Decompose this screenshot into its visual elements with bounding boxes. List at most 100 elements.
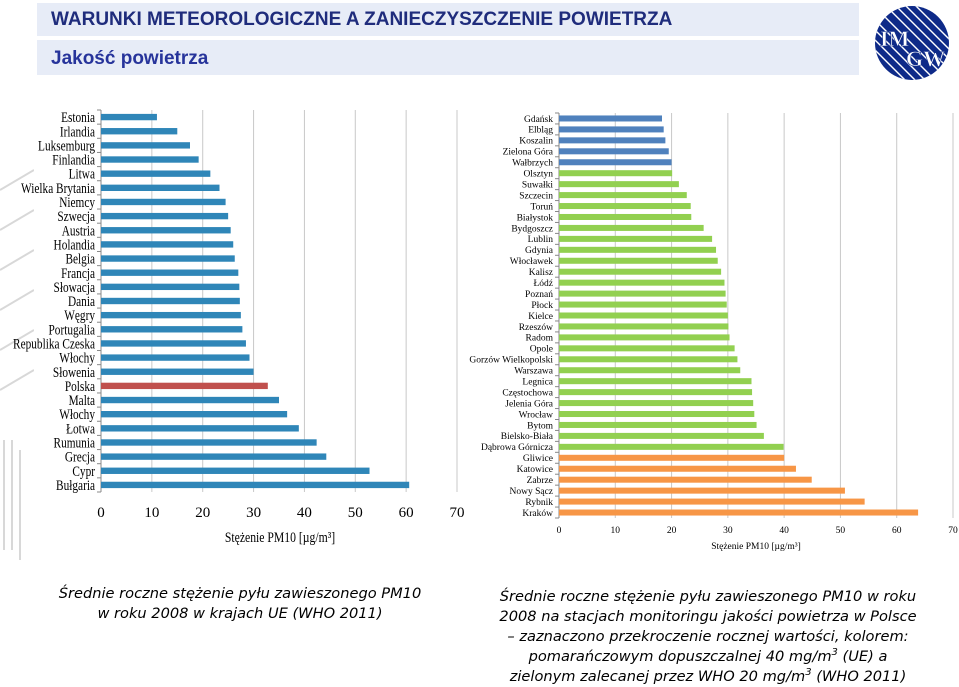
bar (559, 192, 687, 199)
category-label: Polska (65, 378, 95, 395)
category-label: Płock (531, 301, 553, 311)
x-tick-label: 70 (450, 505, 465, 521)
category-label: Cypr (72, 462, 95, 479)
category-label: Bułgaria (56, 477, 95, 494)
bar (559, 487, 845, 494)
category-label: Nowy Sącz (509, 487, 553, 497)
bar (559, 213, 692, 220)
category-label: Węgry (64, 307, 95, 324)
header-subtitle-bar: Jakość powietrza (37, 40, 859, 75)
bar (101, 453, 327, 460)
bar (559, 290, 726, 297)
category-label: Opole (530, 345, 553, 355)
category-label: Włocławek (510, 257, 554, 267)
category-label: Malta (69, 392, 96, 409)
bar (101, 142, 190, 149)
bar (559, 257, 718, 264)
category-label: Dąbrowa Górnicza (481, 443, 554, 453)
category-label: Gliwice (523, 454, 553, 464)
category-label: Lublin (528, 235, 554, 245)
bar (559, 115, 663, 122)
header-title-bar: WARUNKI METEOROLOGICZNE A ZANIECZYSZCZEN… (37, 3, 859, 36)
bar (559, 498, 865, 505)
category-label: Radom (526, 334, 554, 344)
bar (559, 443, 784, 450)
category-label: Zabrze (527, 476, 553, 486)
x-axis-title: Stężenie PM10 [µg/m³] (225, 529, 335, 546)
category-label: Katowice (517, 465, 553, 475)
category-label: Bielsko-Biała (501, 432, 554, 442)
bar (101, 113, 157, 121)
bar (101, 269, 239, 276)
category-label: Szwecja (57, 208, 95, 225)
bar (559, 148, 669, 155)
x-axis-title: Stężenie PM10 [µg/m³] (711, 542, 801, 552)
category-label: Luksemburg (38, 137, 95, 154)
category-label: Kielce (528, 312, 553, 322)
category-label: Słowacja (54, 279, 96, 296)
bar (101, 411, 288, 418)
category-label: Dania (68, 293, 95, 310)
bar (559, 345, 735, 352)
category-label: Finlandia (52, 151, 95, 168)
bar (559, 203, 691, 210)
bar (101, 368, 254, 375)
category-label: Białystok (517, 213, 554, 223)
bar (559, 367, 741, 374)
category-label: Niemcy (59, 194, 95, 211)
x-tick-label: 60 (892, 526, 902, 536)
category-label: Gorzów Wielkopolski (469, 356, 553, 366)
bar (101, 156, 199, 163)
category-label: Kalisz (529, 268, 553, 278)
bar (559, 389, 753, 396)
decorative-stripes (0, 169, 34, 560)
bar (101, 212, 229, 220)
caption-pl-line4: pomarańczowym dopuszczalnej 40 mg/m3 (UE… (528, 647, 888, 665)
category-label: Rybnik (525, 498, 553, 508)
category-label: Gdynia (525, 246, 554, 256)
bar (101, 227, 231, 234)
bar (559, 454, 785, 461)
x-tick-label: 0 (557, 526, 562, 536)
category-label: Litwa (69, 165, 96, 182)
bar (559, 476, 812, 483)
category-label: Bytom (527, 421, 553, 431)
svg-text:IM: IM (880, 26, 910, 51)
category-label: Częstochowa (502, 388, 553, 398)
x-tick-label: 40 (297, 505, 312, 521)
x-tick-label: 20 (667, 526, 677, 536)
category-label: Rumunia (54, 434, 96, 451)
bar (101, 241, 234, 248)
category-label: Portugalia (49, 321, 96, 338)
category-label: Kraków (522, 509, 553, 519)
category-label: Włochy (59, 349, 95, 366)
bar (101, 297, 240, 305)
bar (101, 439, 317, 446)
page-title: WARUNKI METEOROLOGICZNE A ZANIECZYSZCZEN… (51, 9, 673, 30)
bar (559, 301, 727, 308)
category-label: Holandia (54, 236, 96, 253)
bar (101, 255, 235, 262)
bar (559, 268, 722, 275)
x-tick-label: 70 (948, 526, 958, 536)
caption-pl-line5: zielonym zalecanej przez WHO 20 mg/m3 (W… (509, 667, 907, 685)
svg-text:GW: GW (906, 46, 945, 71)
bar (101, 481, 410, 489)
category-label: Szczecin (519, 191, 553, 201)
x-tick-label: 50 (836, 526, 846, 536)
x-tick-label: 20 (195, 505, 210, 521)
category-label: Irlandia (60, 123, 95, 140)
bar (559, 334, 730, 341)
category-label: Koszalin (519, 137, 553, 147)
bar (559, 126, 664, 133)
bar (559, 235, 713, 242)
bar (101, 354, 250, 361)
category-label: Legnica (522, 378, 553, 388)
bar (559, 170, 673, 177)
x-tick-label: 30 (723, 526, 733, 536)
x-tick-label: 0 (97, 505, 105, 521)
imgw-logo: IM GW (875, 6, 949, 80)
x-tick-label: 10 (611, 526, 621, 536)
bar (101, 170, 211, 177)
category-label: Słowenia (53, 363, 95, 380)
